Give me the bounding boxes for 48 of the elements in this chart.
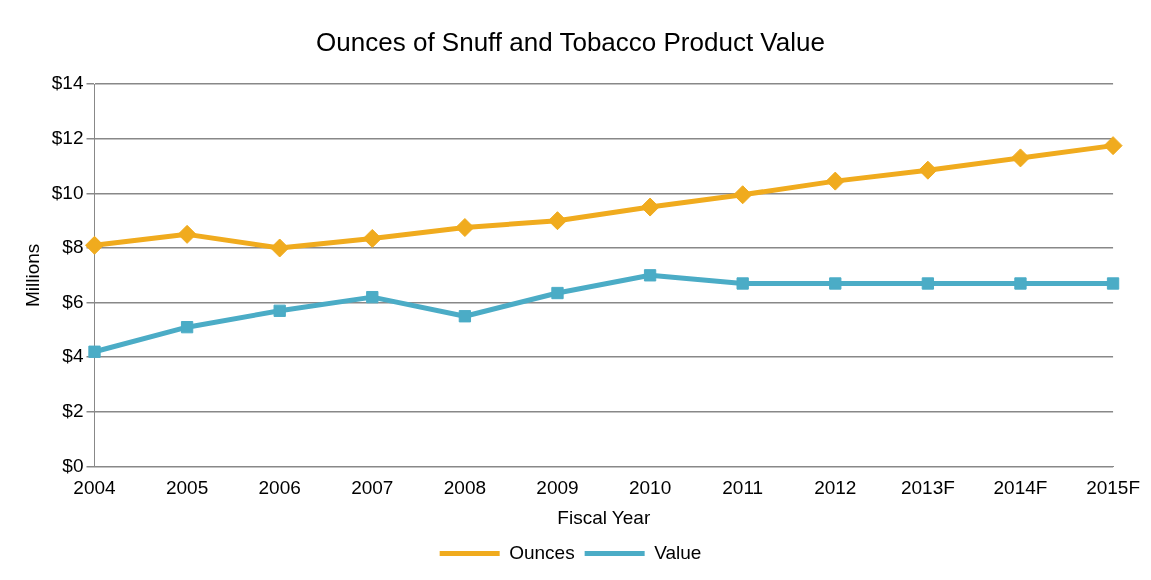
point (829, 277, 842, 290)
point (455, 218, 475, 238)
x-tick-label: 2009 (536, 477, 579, 499)
legend-label: Ounces (509, 541, 575, 563)
point (270, 238, 290, 258)
y-tick-label: $2 (62, 400, 84, 422)
y-tick-label: $0 (62, 454, 84, 476)
chart-title: Ounces of Snuff and Tobacco Product Value (316, 26, 825, 57)
point (1014, 277, 1027, 290)
y-tick-label: $14 (51, 72, 84, 94)
point (177, 224, 197, 244)
point (547, 211, 567, 231)
y-tick-label: $10 (51, 181, 84, 203)
point (825, 171, 845, 191)
point (362, 228, 382, 248)
x-tick-label: 2010 (628, 477, 672, 499)
x-tick-label: 2015F (1086, 477, 1140, 499)
point (551, 286, 564, 300)
legend-label: Value (654, 541, 702, 563)
x-tick-label: 2005 (165, 477, 209, 499)
point (458, 310, 472, 323)
point (180, 321, 194, 334)
point (1106, 277, 1120, 290)
x-tick-label: 2013F (900, 477, 955, 499)
x-tick-label: 2008 (443, 477, 487, 499)
x-tick-label: 2012 (814, 477, 857, 499)
point (1010, 148, 1030, 168)
point (273, 304, 286, 317)
point (736, 277, 749, 290)
point (640, 197, 660, 217)
y-axis-title: Millions (21, 243, 43, 307)
y-tick-label: $12 (51, 127, 84, 149)
point (733, 185, 753, 205)
point (1103, 136, 1123, 156)
x-tick-label: 2011 (722, 477, 764, 499)
x-tick-label: 2004 (73, 477, 117, 499)
y-tick-label: $6 (62, 290, 84, 312)
x-tick-label: 2007 (351, 477, 394, 499)
y-tick-label: $4 (62, 345, 84, 367)
point (85, 235, 104, 255)
x-axis-title: Fiscal Year (557, 506, 651, 528)
y-tick-label: $8 (62, 236, 84, 258)
point (921, 277, 935, 290)
x-tick-label: 2006 (258, 477, 301, 499)
x-tick-label: 2014F (993, 477, 1048, 499)
point (918, 160, 938, 180)
point (366, 290, 379, 304)
point (643, 269, 657, 282)
